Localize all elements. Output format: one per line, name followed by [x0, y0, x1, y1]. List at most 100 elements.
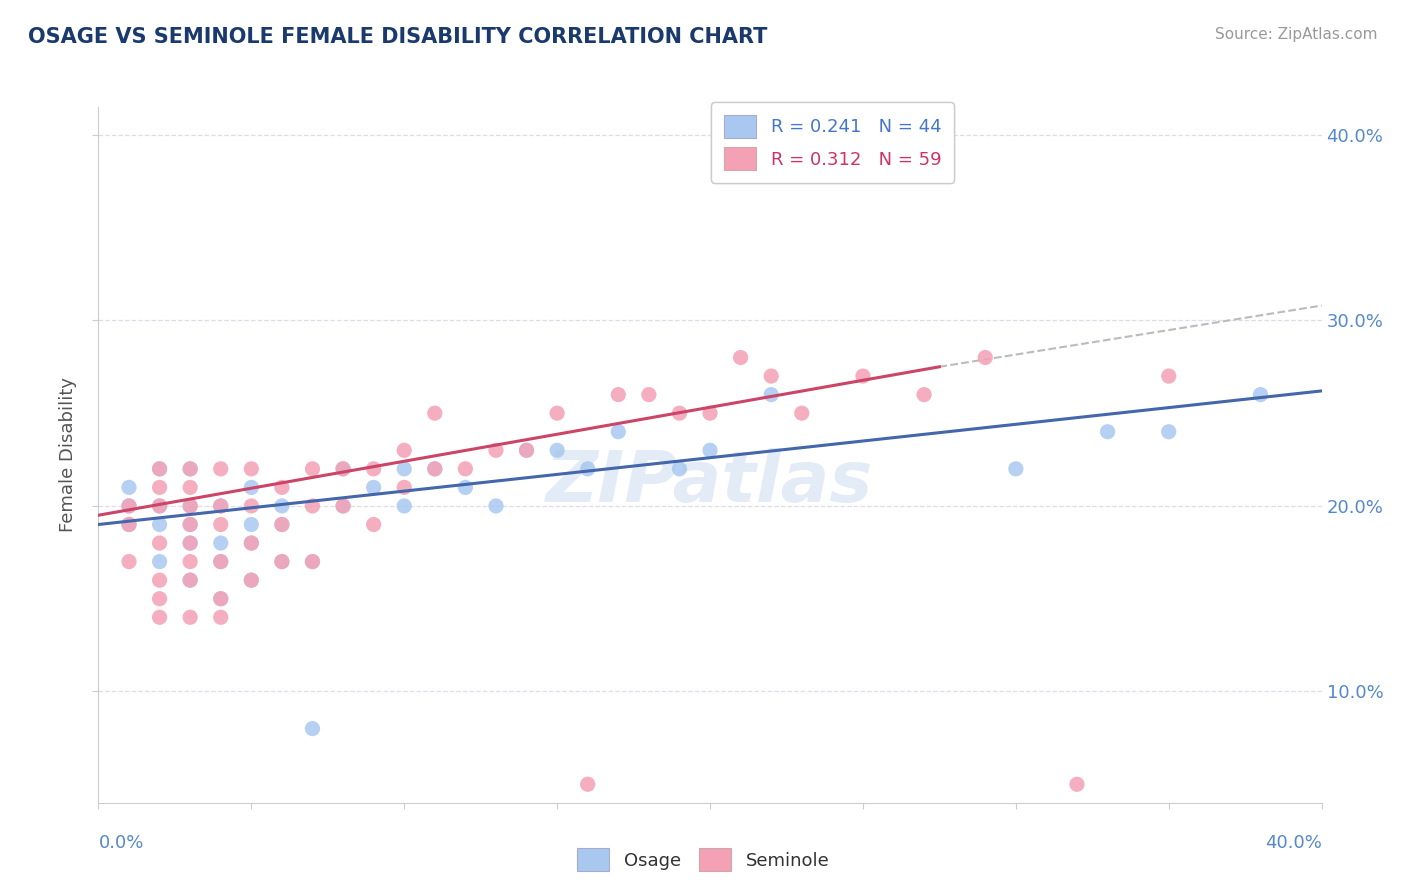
Point [1157, 425, 1180, 439]
Point [209, 591, 232, 606]
Legend: R = 0.241   N = 44, R = 0.312   N = 59: R = 0.241 N = 44, R = 0.312 N = 59 [711, 103, 953, 183]
Point [270, 499, 292, 513]
Point [332, 499, 354, 513]
Point [149, 499, 172, 513]
Point [1066, 777, 1088, 791]
Point [270, 555, 292, 569]
Point [149, 591, 172, 606]
Point [423, 462, 446, 476]
Point [392, 499, 416, 513]
Point [576, 462, 599, 476]
Point [1249, 387, 1271, 401]
Text: ZIPatlas: ZIPatlas [547, 449, 873, 517]
Point [301, 555, 323, 569]
Point [240, 536, 263, 550]
Point [240, 517, 263, 532]
Point [179, 573, 201, 587]
Point [179, 517, 201, 532]
Point [454, 480, 477, 494]
Text: OSAGE VS SEMINOLE FEMALE DISABILITY CORRELATION CHART: OSAGE VS SEMINOLE FEMALE DISABILITY CORR… [28, 27, 768, 46]
Point [209, 499, 232, 513]
Point [118, 480, 141, 494]
Point [301, 462, 323, 476]
Point [301, 722, 323, 736]
Point [332, 462, 354, 476]
Point [149, 517, 172, 532]
Legend: Osage, Seminole: Osage, Seminole [569, 841, 837, 879]
Text: 40.0%: 40.0% [1265, 834, 1322, 852]
Point [423, 462, 446, 476]
Point [974, 351, 997, 365]
Point [118, 555, 141, 569]
Point [209, 610, 232, 624]
Point [637, 387, 661, 401]
Point [1097, 425, 1119, 439]
Point [149, 610, 172, 624]
Point [179, 555, 201, 569]
Point [607, 387, 630, 401]
Point [912, 387, 935, 401]
Point [699, 406, 721, 420]
Point [118, 499, 141, 513]
Point [240, 462, 263, 476]
Point [270, 555, 292, 569]
Point [546, 443, 568, 458]
Point [607, 425, 630, 439]
Point [363, 480, 385, 494]
Point [179, 517, 201, 532]
Point [240, 573, 263, 587]
Point [546, 406, 568, 420]
Point [852, 369, 875, 384]
Point [179, 462, 201, 476]
Point [668, 406, 690, 420]
Point [179, 480, 201, 494]
Point [240, 536, 263, 550]
Point [179, 573, 201, 587]
Point [332, 462, 354, 476]
Point [240, 499, 263, 513]
Point [759, 369, 782, 384]
Point [301, 499, 323, 513]
Point [179, 536, 201, 550]
Point [1157, 369, 1180, 384]
Point [423, 406, 446, 420]
Point [149, 480, 172, 494]
Point [516, 443, 538, 458]
Point [332, 499, 354, 513]
Point [392, 443, 416, 458]
Point [149, 555, 172, 569]
Point [149, 462, 172, 476]
Point [516, 443, 538, 458]
Point [270, 517, 292, 532]
Point [118, 517, 141, 532]
Point [149, 462, 172, 476]
Point [179, 462, 201, 476]
Point [301, 555, 323, 569]
Point [1004, 462, 1026, 476]
Point [149, 499, 172, 513]
Point [485, 443, 508, 458]
Point [730, 351, 752, 365]
Point [668, 462, 690, 476]
Point [209, 555, 232, 569]
Point [576, 777, 599, 791]
Point [209, 499, 232, 513]
Point [240, 573, 263, 587]
Text: Source: ZipAtlas.com: Source: ZipAtlas.com [1215, 27, 1378, 42]
Point [209, 591, 232, 606]
Point [454, 462, 477, 476]
Point [699, 443, 721, 458]
Point [485, 499, 508, 513]
Point [149, 573, 172, 587]
Point [179, 536, 201, 550]
Y-axis label: Female Disability: Female Disability [59, 377, 77, 533]
Point [118, 517, 141, 532]
Point [363, 517, 385, 532]
Point [759, 387, 782, 401]
Point [240, 480, 263, 494]
Point [363, 462, 385, 476]
Point [179, 499, 201, 513]
Point [392, 462, 416, 476]
Point [270, 480, 292, 494]
Point [209, 555, 232, 569]
